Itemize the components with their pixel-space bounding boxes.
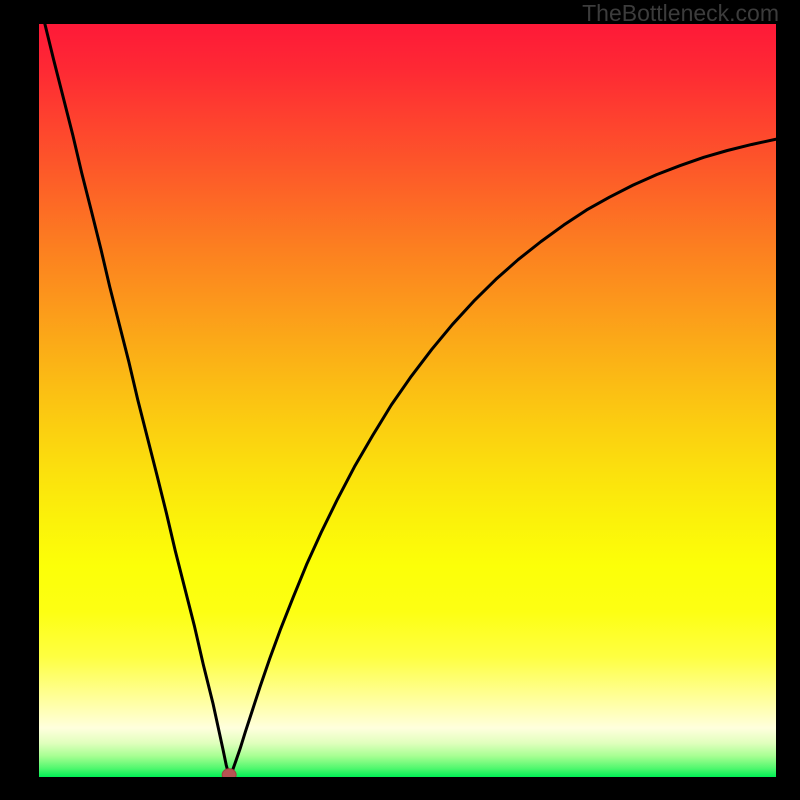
- plot-area: [39, 24, 776, 777]
- minimum-marker-dot: [222, 769, 236, 777]
- plot-svg: [39, 24, 776, 777]
- chart-stage: TheBottleneck.com: [0, 0, 800, 800]
- gradient-background: [39, 24, 776, 777]
- watermark-text: TheBottleneck.com: [582, 0, 779, 27]
